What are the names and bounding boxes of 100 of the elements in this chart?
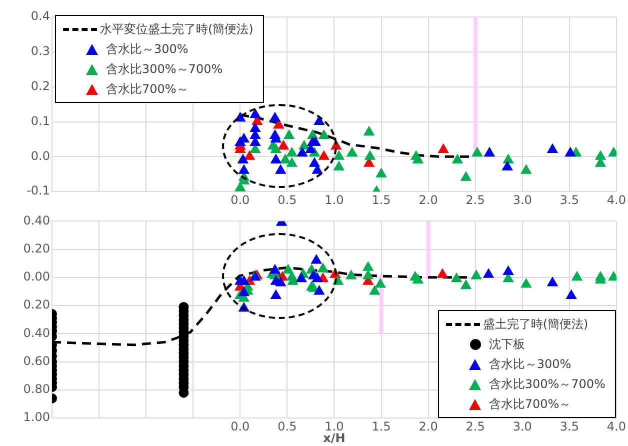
point <box>376 168 387 178</box>
point <box>346 147 358 156</box>
point <box>438 144 449 153</box>
point <box>471 270 482 280</box>
legend-label: 沈下板 <box>488 336 525 353</box>
point <box>312 272 323 282</box>
x-tick-label: 4.0 <box>606 419 626 434</box>
y-tick-label: -0.1 <box>26 184 50 198</box>
y-tick-label: 1.00 <box>23 410 50 424</box>
point <box>412 274 424 284</box>
point <box>547 144 558 153</box>
point <box>483 268 494 278</box>
y-tick-label: 0.40 <box>23 326 50 340</box>
point <box>282 264 294 274</box>
point <box>318 262 328 272</box>
point <box>566 290 577 299</box>
legend-label: 水平変位盛土完了時(簡便法) <box>100 21 254 38</box>
y-tick-label: 0.80 <box>23 382 50 396</box>
x-tick-label: 0.5 <box>278 419 297 434</box>
x-tick-label: 1.5 <box>372 419 391 434</box>
point <box>503 154 514 164</box>
x-tick-label: 3.5 <box>560 419 579 434</box>
point <box>270 264 280 274</box>
point <box>503 266 514 276</box>
point <box>309 158 320 167</box>
point <box>238 276 250 285</box>
y-tick-label: 0.3 <box>30 44 50 58</box>
point <box>318 130 330 139</box>
legend-label: 含水比300%～700% <box>488 376 606 393</box>
point <box>502 161 513 170</box>
y-tick-label: 0.0 <box>30 148 50 163</box>
y-tick-label: 0.4 <box>30 9 50 24</box>
x-tick-label: 3.5 <box>560 192 579 207</box>
point <box>270 154 282 164</box>
point <box>334 150 344 160</box>
y-tick-label: 0.00 <box>23 270 50 284</box>
point <box>595 271 606 281</box>
y-tick-label: 0.1 <box>30 114 50 128</box>
point <box>314 285 324 295</box>
point <box>238 164 250 174</box>
legend-label: 含水比700%～ <box>106 81 188 98</box>
point <box>270 112 280 122</box>
point <box>375 278 386 288</box>
legend-label: 盛土完了時(簡便法) <box>482 316 588 333</box>
point <box>238 154 248 164</box>
point <box>412 154 424 164</box>
point <box>250 108 260 118</box>
x-tick-label: 2.0 <box>418 192 438 207</box>
point <box>234 136 246 146</box>
y-tick-label: 0.2 <box>30 78 50 93</box>
point <box>238 286 250 296</box>
point <box>460 172 472 181</box>
legend-label: 含水比300%～700% <box>106 61 223 78</box>
point <box>484 147 495 156</box>
y-tick-label: 0.40 <box>23 213 50 228</box>
point <box>244 150 255 160</box>
point <box>296 272 307 282</box>
x-tick-label: 3.0 <box>512 419 532 434</box>
point <box>275 277 286 286</box>
x-tick-label: 0.0 <box>230 192 250 207</box>
point <box>520 278 532 288</box>
point <box>595 150 606 160</box>
point <box>318 150 330 160</box>
y-tick-label: 0.60 <box>23 354 50 368</box>
x-axis-title: x/H <box>323 430 346 445</box>
point <box>286 158 298 167</box>
point <box>451 272 462 282</box>
y-tick-label: 0.20 <box>23 241 50 256</box>
point <box>270 144 282 153</box>
point <box>369 285 380 295</box>
x-tick-label: 0.0 <box>230 419 250 434</box>
point <box>460 280 472 290</box>
x-tick-label: 2.0 <box>418 419 438 434</box>
point <box>437 268 448 278</box>
point <box>273 119 284 128</box>
point <box>270 290 282 299</box>
point <box>362 270 374 280</box>
x-tick-label: 2.5 <box>466 419 485 434</box>
point <box>275 164 286 174</box>
x-tick-label: 2.5 <box>466 192 485 207</box>
point <box>250 122 260 132</box>
point <box>362 262 374 271</box>
x-tick-label: 1.0 <box>324 192 344 207</box>
x-tick-label: 1.0 <box>324 419 344 434</box>
point <box>284 130 294 139</box>
x-tick-label: 0.5 <box>278 192 297 207</box>
y-tick-label: 0.20 <box>23 298 50 312</box>
point <box>346 270 356 280</box>
point <box>334 161 344 170</box>
legend-label: 含水比～300% <box>488 356 572 373</box>
x-tick-label: 1.5 <box>372 192 391 207</box>
point <box>472 147 482 156</box>
x-tick-label: 4.0 <box>606 192 626 207</box>
point <box>547 277 558 286</box>
legend-label: 含水比700%～ <box>488 396 572 413</box>
point <box>278 140 289 150</box>
point <box>296 147 308 156</box>
point <box>364 150 376 160</box>
x-tick-label: 3.0 <box>512 192 532 207</box>
point <box>565 147 576 156</box>
